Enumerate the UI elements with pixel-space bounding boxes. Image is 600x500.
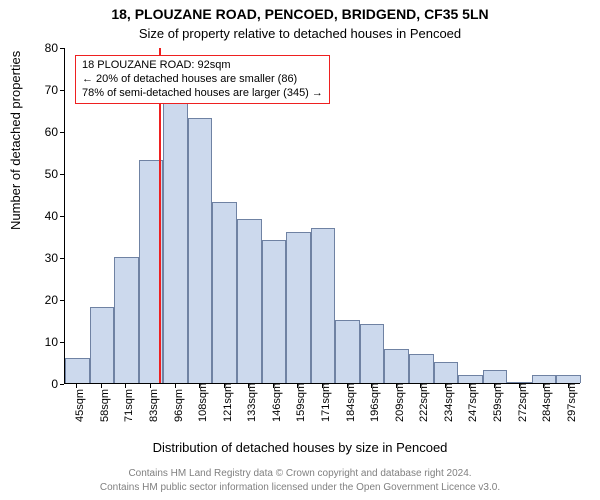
histogram-bar: [212, 202, 237, 383]
ytick-mark: [60, 90, 64, 91]
xtick-mark: [150, 384, 151, 388]
xtick-label: 297sqm: [566, 383, 578, 422]
xtick-label: 234sqm: [443, 383, 455, 422]
annotation-line: ← 20% of detached houses are smaller (86…: [82, 73, 323, 87]
xtick-label: 272sqm: [517, 383, 529, 422]
y-axis-label: Number of detached properties: [8, 51, 23, 230]
xtick-label: 209sqm: [394, 383, 406, 422]
xtick-label: 196sqm: [369, 383, 381, 422]
ytick-mark: [60, 384, 64, 385]
histogram-bar: [483, 370, 508, 383]
ytick-label: 40: [28, 209, 58, 223]
histogram-bar: [163, 102, 188, 383]
histogram-bar: [384, 349, 409, 383]
xtick-label: 259sqm: [492, 383, 504, 422]
histogram-bar: [311, 228, 336, 383]
histogram-bar: [286, 232, 311, 383]
annotation-box: 18 PLOUZANE ROAD: 92sqm← 20% of detached…: [75, 55, 330, 104]
xtick-label: 45sqm: [74, 389, 86, 422]
xtick-label: 108sqm: [197, 383, 209, 422]
xtick-label: 284sqm: [541, 383, 553, 422]
histogram-bar: [114, 257, 139, 383]
ytick-label: 80: [28, 41, 58, 55]
ytick-mark: [60, 300, 64, 301]
ytick-mark: [60, 48, 64, 49]
histogram-bar: [532, 375, 557, 383]
ytick-label: 60: [28, 125, 58, 139]
xtick-mark: [175, 384, 176, 388]
annotation-line: 18 PLOUZANE ROAD: 92sqm: [82, 59, 323, 73]
ytick-mark: [60, 132, 64, 133]
ytick-mark: [60, 342, 64, 343]
histogram-bar: [237, 219, 262, 383]
ytick-label: 50: [28, 167, 58, 181]
ytick-mark: [60, 174, 64, 175]
title-sub: Size of property relative to detached ho…: [0, 26, 600, 41]
xtick-label: 159sqm: [295, 383, 307, 422]
annotation-line: 78% of semi-detached houses are larger (…: [82, 87, 323, 101]
xtick-label: 133sqm: [246, 383, 258, 422]
xtick-label: 58sqm: [99, 389, 111, 422]
histogram-bar: [458, 375, 483, 383]
xtick-label: 222sqm: [418, 383, 430, 422]
title-main: 18, PLOUZANE ROAD, PENCOED, BRIDGEND, CF…: [0, 6, 600, 22]
histogram-bar: [188, 118, 213, 383]
ytick-label: 20: [28, 293, 58, 307]
histogram-bar: [556, 375, 581, 383]
xtick-mark: [125, 384, 126, 388]
histogram-bar: [335, 320, 360, 383]
histogram-bar: [65, 358, 90, 383]
xtick-label: 83sqm: [148, 389, 160, 422]
ytick-label: 30: [28, 251, 58, 265]
xtick-label: 247sqm: [467, 383, 479, 422]
histogram-bar: [262, 240, 287, 383]
ytick-mark: [60, 258, 64, 259]
footer-line-1: Contains HM Land Registry data © Crown c…: [0, 468, 600, 479]
footer-line-2: Contains HM public sector information li…: [0, 482, 600, 493]
x-axis-label: Distribution of detached houses by size …: [0, 440, 600, 455]
xtick-mark: [101, 384, 102, 388]
xtick-label: 184sqm: [345, 383, 357, 422]
histogram-bar: [90, 307, 115, 383]
histogram-bar: [409, 354, 434, 383]
ytick-label: 70: [28, 83, 58, 97]
xtick-label: 146sqm: [271, 383, 283, 422]
ytick-mark: [60, 216, 64, 217]
ytick-label: 10: [28, 335, 58, 349]
xtick-label: 121sqm: [222, 383, 234, 422]
xtick-label: 96sqm: [173, 389, 185, 422]
xtick-mark: [76, 384, 77, 388]
ytick-label: 0: [28, 377, 58, 391]
xtick-label: 71sqm: [123, 389, 135, 422]
histogram-bar: [434, 362, 459, 383]
histogram-bar: [360, 324, 385, 383]
xtick-label: 171sqm: [320, 383, 332, 422]
